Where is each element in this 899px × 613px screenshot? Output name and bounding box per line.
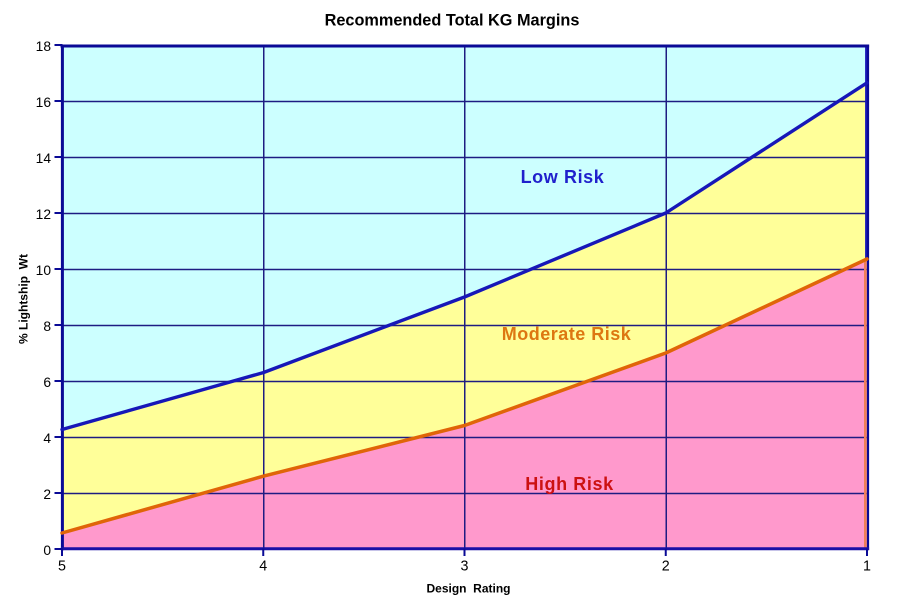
svg-text:16: 16 <box>36 95 52 110</box>
svg-text:18: 18 <box>36 39 52 54</box>
svg-text:14: 14 <box>36 151 52 166</box>
svg-text:Recommended Total KG Margins: Recommended Total KG Margins <box>325 12 580 30</box>
svg-text:5: 5 <box>58 559 66 575</box>
svg-text:4: 4 <box>43 431 51 446</box>
svg-text:4: 4 <box>259 559 267 575</box>
svg-text:Moderate Risk: Moderate Risk <box>502 324 632 344</box>
svg-text:3: 3 <box>461 559 469 575</box>
svg-text:High Risk: High Risk <box>525 474 614 494</box>
svg-text:Design Rating: Design Rating <box>426 582 510 596</box>
svg-text:10: 10 <box>36 263 52 278</box>
svg-text:2: 2 <box>662 559 670 575</box>
svg-text:1: 1 <box>863 559 871 575</box>
svg-text:Low Risk: Low Risk <box>521 167 605 187</box>
svg-text:0: 0 <box>43 543 51 558</box>
svg-text:8: 8 <box>43 319 51 334</box>
svg-text:6: 6 <box>43 375 51 390</box>
svg-text:% Lightship Wt: % Lightship Wt <box>17 254 31 344</box>
svg-text:2: 2 <box>43 487 51 502</box>
svg-text:12: 12 <box>36 207 51 222</box>
